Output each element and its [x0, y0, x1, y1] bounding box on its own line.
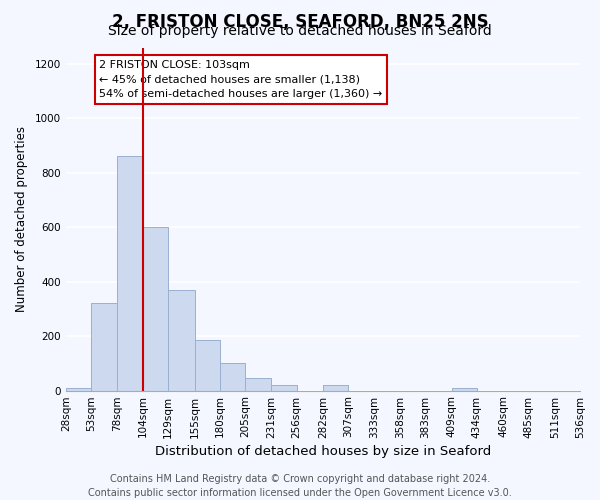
Bar: [168, 290, 194, 390]
Bar: [220, 364, 245, 390]
Bar: [91, 304, 116, 390]
Bar: [194, 340, 220, 390]
Bar: [143, 227, 168, 390]
Y-axis label: Number of detached properties: Number of detached properties: [15, 126, 28, 312]
Text: Size of property relative to detached houses in Seaford: Size of property relative to detached ho…: [108, 24, 492, 38]
Text: 2, FRISTON CLOSE, SEAFORD, BN25 2NS: 2, FRISTON CLOSE, SEAFORD, BN25 2NS: [112, 12, 488, 30]
X-axis label: Distribution of detached houses by size in Seaford: Distribution of detached houses by size …: [155, 444, 491, 458]
Bar: [323, 385, 349, 390]
Bar: [66, 388, 91, 390]
Bar: [116, 156, 143, 390]
Text: 2 FRISTON CLOSE: 103sqm
← 45% of detached houses are smaller (1,138)
54% of semi: 2 FRISTON CLOSE: 103sqm ← 45% of detache…: [100, 60, 383, 99]
Bar: [452, 388, 477, 390]
Bar: [245, 378, 271, 390]
Text: Contains HM Land Registry data © Crown copyright and database right 2024.
Contai: Contains HM Land Registry data © Crown c…: [88, 474, 512, 498]
Bar: [271, 385, 297, 390]
